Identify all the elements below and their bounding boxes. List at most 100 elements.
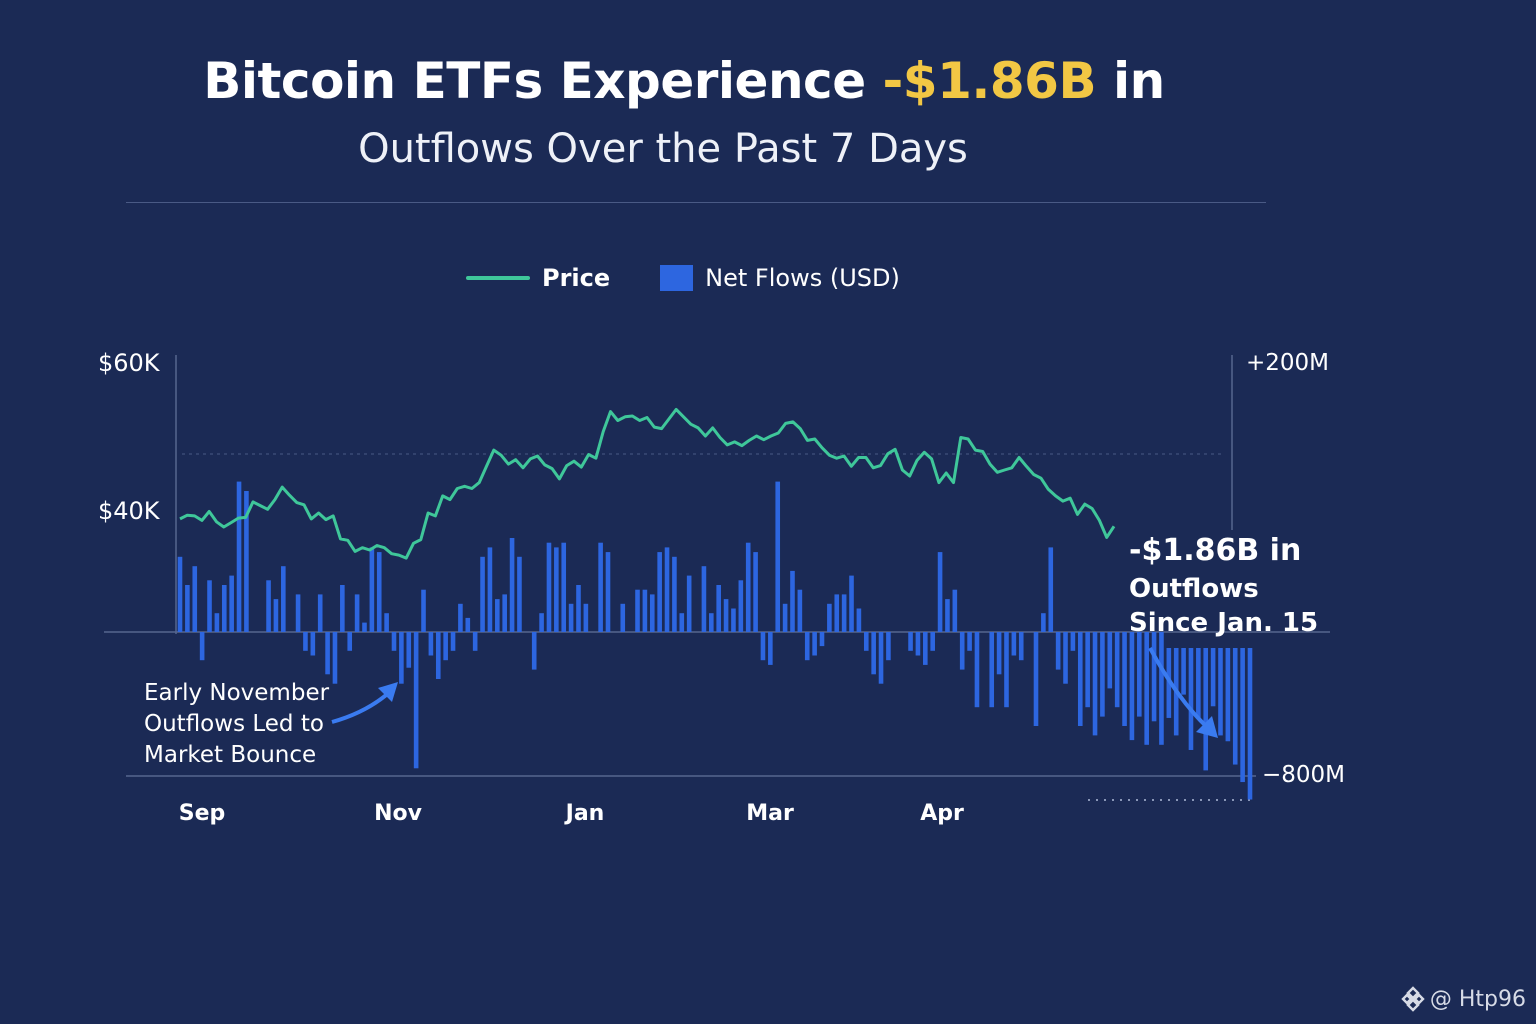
flow-bar: [281, 566, 286, 632]
flow-bar: [1122, 632, 1127, 726]
flow-bar: [273, 599, 279, 632]
flow-bar: [716, 585, 721, 632]
legend-price-label: Price: [542, 264, 611, 292]
flow-bar: [790, 570, 795, 632]
flow-bar: [782, 603, 788, 632]
flow-bar: [959, 632, 965, 670]
flow-bar: [753, 552, 758, 632]
flow-bar: [863, 632, 869, 651]
title-suffix: in: [1096, 52, 1165, 110]
flow-bar: [1077, 632, 1083, 726]
flow-bar: [996, 632, 1002, 675]
flow-bar: [923, 632, 928, 665]
flow-bar: [952, 589, 958, 632]
legend-flows-label: Net Flows (USD): [705, 264, 900, 292]
flow-bar: [310, 632, 316, 656]
flow-bar: [487, 547, 493, 632]
y-left-tick-label: $60K: [98, 349, 161, 377]
flow-bar: [745, 542, 751, 632]
flow-bar: [229, 575, 234, 632]
flow-bar: [930, 632, 935, 651]
flow-bar: [495, 599, 500, 632]
flow-bar: [672, 556, 677, 632]
flow-bar: [1041, 613, 1046, 632]
annotation-november-arrowhead-icon: [378, 682, 398, 702]
flow-bar: [583, 603, 589, 632]
flow-bar: [413, 632, 419, 769]
flow-bar: [369, 547, 375, 632]
flow-bar: [768, 632, 773, 665]
flow-bars: [177, 481, 1253, 800]
flow-bar: [1092, 632, 1098, 736]
flow-bar: [502, 594, 507, 632]
flow-bar: [1100, 632, 1105, 717]
flow-bar: [332, 632, 338, 684]
y-right-tick-label: −800M: [1262, 762, 1345, 788]
annotation-november-arrow: [331, 688, 394, 724]
flow-bar: [1203, 648, 1209, 771]
annotation-outflows-arrowhead-icon: [1196, 716, 1218, 738]
flow-bar: [723, 599, 729, 632]
x-tick-label: Apr: [920, 801, 964, 826]
flow-bar: [871, 632, 876, 675]
flow-bar: [1107, 632, 1113, 689]
flow-bar: [1114, 632, 1120, 708]
flow-bar: [554, 547, 559, 632]
flow-bar: [1181, 648, 1186, 695]
flow-bar: [1004, 632, 1009, 708]
flow-bar: [192, 566, 198, 632]
flow-bar: [376, 552, 382, 632]
flow-bar: [649, 594, 655, 632]
flow-bar: [325, 632, 330, 675]
flow-bar: [819, 632, 825, 647]
flow-bar: [443, 632, 448, 661]
flow-bar: [435, 632, 441, 679]
flow-bar: [1225, 648, 1231, 742]
flow-bar: [406, 632, 412, 668]
annotation-outflows-line: Since Jan. 15: [1129, 608, 1318, 638]
flow-bar: [1011, 632, 1017, 656]
flow-bar: [642, 589, 648, 632]
flow-bar: [509, 538, 515, 632]
flow-bar: [561, 542, 567, 632]
flow-bar: [686, 575, 692, 632]
flow-bar: [812, 632, 817, 656]
flow-bar: [849, 575, 854, 632]
flow-bar: [199, 632, 205, 661]
flow-bar: [1240, 648, 1245, 783]
flow-bar: [605, 552, 611, 632]
flow-bar: [709, 613, 714, 632]
flow-bar: [517, 556, 522, 632]
flow-bar: [399, 632, 404, 684]
flow-bar: [428, 632, 434, 656]
flow-bar: [664, 547, 670, 632]
x-tick-label: Sep: [179, 801, 226, 826]
flow-bar: [834, 594, 840, 632]
annotation-outflows-arrow: [1148, 647, 1210, 730]
flow-bar: [185, 585, 190, 632]
flow-bar: [207, 580, 212, 632]
flow-bar: [1137, 632, 1142, 717]
x-tick-label: Jan: [564, 801, 605, 826]
price-line: [179, 407, 1116, 560]
title-highlight-amount: -$1.86B: [882, 52, 1097, 110]
flow-bar: [886, 632, 891, 661]
legend-flows-swatch-icon: [660, 265, 694, 291]
flow-bar: [974, 632, 980, 708]
flow-bar: [908, 632, 913, 651]
flow-bar: [1033, 632, 1039, 726]
price-line-group: [179, 407, 1116, 560]
flow-bar: [738, 580, 744, 632]
flow-bar: [214, 613, 220, 632]
chart-legend: Price Net Flows (USD): [466, 262, 900, 294]
chart-title: Bitcoin ETFs Experience -$1.86B in: [0, 52, 1368, 110]
chart-subtitle: Outflows Over the Past 7 Days: [358, 126, 968, 172]
exchange-logo-icon: [1401, 986, 1425, 1012]
chart-annotations: Early November Outflows Led to Market Boun…: [144, 533, 1318, 768]
title-prefix: Bitcoin ETFs Experience: [203, 52, 883, 110]
x-tick-label: Mar: [746, 801, 794, 826]
flow-bar: [421, 589, 426, 632]
watermark-text: @ Htp96: [1429, 986, 1526, 1012]
flow-bar: [635, 589, 640, 632]
flow-bar: [221, 585, 227, 632]
